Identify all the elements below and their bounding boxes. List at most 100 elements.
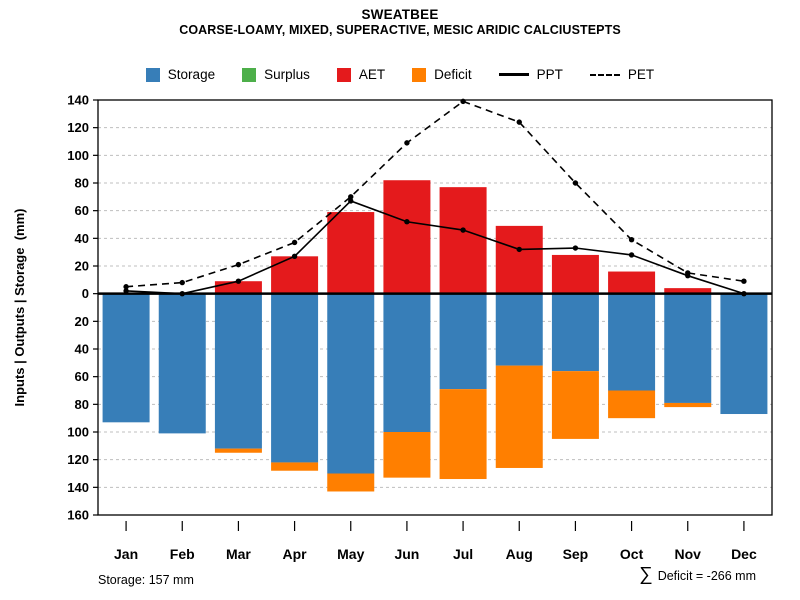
pet-point xyxy=(685,270,691,276)
month-label: Jun xyxy=(394,546,419,562)
bar-aet xyxy=(439,187,487,294)
ppt-point xyxy=(572,245,579,251)
ppt-point xyxy=(348,198,354,204)
pet-point xyxy=(348,194,354,200)
bar-storage xyxy=(495,293,543,366)
ppt-line xyxy=(126,200,745,295)
bar-aet xyxy=(383,180,431,294)
y-tick-label: 60 xyxy=(75,203,89,218)
bar-storage xyxy=(439,293,487,390)
legend-item-deficit: Deficit xyxy=(412,67,472,82)
month-label: Jul xyxy=(453,546,473,562)
ppt-line-sample-icon xyxy=(498,73,529,76)
y-tick-label: 80 xyxy=(75,176,89,191)
pet-point xyxy=(628,237,635,243)
bar-deficit xyxy=(551,371,599,439)
legend-label-aet: AET xyxy=(358,67,386,82)
legend-item-storage: Storage xyxy=(145,67,216,82)
ppt-point xyxy=(741,290,747,297)
y-tick-label: 160 xyxy=(67,508,89,523)
pet-point xyxy=(179,279,185,286)
bar-storage xyxy=(327,293,375,474)
y-tick-label: 40 xyxy=(75,231,89,246)
ppt-point xyxy=(235,278,242,284)
chart-legend: Storage Surplus AET Deficit PPT PET xyxy=(0,67,800,82)
y-tick-label: 100 xyxy=(67,148,89,163)
y-axis-title: Inputs | Outputs | Storage (mm) xyxy=(12,209,27,407)
pet-point xyxy=(741,278,747,284)
pet-point xyxy=(291,239,298,246)
legend-label-storage: Storage xyxy=(167,67,216,82)
month-label: Dec xyxy=(731,546,757,562)
month-label: Oct xyxy=(620,546,644,562)
bar-deficit xyxy=(383,432,431,478)
y-tick-label: 60 xyxy=(75,369,89,384)
bar-storage xyxy=(383,293,431,432)
bar-aet xyxy=(495,225,543,294)
month-label: Mar xyxy=(226,546,251,562)
bar-aet xyxy=(327,212,375,294)
month-label: Aug xyxy=(506,546,533,562)
pet-point xyxy=(460,98,466,105)
y-tick-label: 100 xyxy=(67,425,89,440)
chart-title: SWEATBEE xyxy=(361,7,439,22)
bar-storage xyxy=(608,293,656,391)
ppt-point xyxy=(516,246,522,253)
month-label: Apr xyxy=(283,546,308,562)
deficit-note: ∑ Deficit = -266 mm xyxy=(639,564,756,585)
bar-storage xyxy=(720,293,768,415)
legend-item-pet: PET xyxy=(589,67,655,82)
legend-item-ppt: PPT xyxy=(498,67,563,82)
legend-label-pet: PET xyxy=(627,67,655,82)
bar-storage xyxy=(551,293,599,372)
deficit-swatch-icon xyxy=(412,67,427,82)
legend-label-deficit: Deficit xyxy=(434,67,472,82)
y-tick-label: 120 xyxy=(67,120,89,135)
bar-storage xyxy=(158,293,206,434)
surplus-swatch-icon xyxy=(242,67,257,82)
storage-note: Storage: 157 mm xyxy=(98,573,194,587)
pet-point xyxy=(516,119,522,125)
y-tick-label: 20 xyxy=(75,314,89,329)
bar-storage xyxy=(664,293,712,403)
legend-item-surplus: Surplus xyxy=(242,67,310,82)
bar-deficit xyxy=(495,365,543,468)
bar-aet xyxy=(271,256,319,294)
storage-swatch-icon xyxy=(145,67,160,82)
pet-point xyxy=(572,180,579,186)
sigma-icon: ∑ xyxy=(639,564,653,585)
y-tick-label: 140 xyxy=(67,480,89,495)
bar-deficit xyxy=(664,402,712,408)
month-label: Sep xyxy=(563,546,589,562)
y-tick-label: 120 xyxy=(67,452,89,467)
plot-border xyxy=(97,99,773,516)
bar-deficit xyxy=(214,448,262,453)
month-label: Feb xyxy=(170,546,195,562)
bar-storage xyxy=(271,293,319,463)
bar-deficit xyxy=(327,473,375,492)
ppt-point xyxy=(460,227,466,233)
bar-aet xyxy=(664,288,712,294)
month-label: Jan xyxy=(114,546,138,562)
bar-aet xyxy=(551,254,599,294)
bar-deficit xyxy=(439,389,487,480)
y-tick-label: 80 xyxy=(75,397,89,412)
month-label: Nov xyxy=(675,546,702,562)
aet-swatch-icon xyxy=(336,67,351,82)
bar-deficit xyxy=(608,390,656,419)
legend-item-aet: AET xyxy=(336,67,386,82)
y-tick-label: 0 xyxy=(82,286,89,301)
pet-point xyxy=(123,284,129,290)
month-label: May xyxy=(337,546,364,562)
pet-line-sample-icon xyxy=(589,73,620,76)
chart-subtitle: COARSE-LOAMY, MIXED, SUPERACTIVE, MESIC … xyxy=(179,23,621,37)
ppt-point xyxy=(123,288,129,294)
legend-label-surplus: Surplus xyxy=(264,67,310,82)
ppt-point xyxy=(291,253,298,260)
bar-storage xyxy=(214,293,262,449)
pet-point xyxy=(235,261,242,268)
y-tick-label: 40 xyxy=(75,342,89,357)
ppt-point xyxy=(404,219,410,225)
